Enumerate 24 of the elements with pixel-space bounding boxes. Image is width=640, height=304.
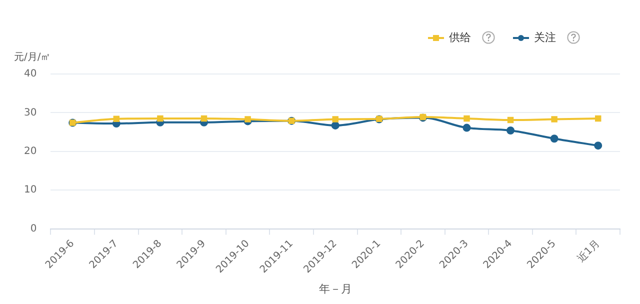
y-tick-label: 0 (30, 223, 37, 234)
point (332, 116, 338, 122)
point (550, 134, 558, 143)
point (113, 116, 120, 122)
y-tick-label: 20 (24, 146, 37, 157)
point (331, 121, 340, 130)
y-tick-label: 40 (24, 68, 37, 80)
point (594, 142, 602, 150)
point (506, 126, 515, 134)
legend-label: 供给 (449, 30, 471, 45)
legend-label: 关注 (534, 30, 556, 45)
point (551, 116, 558, 122)
point (157, 115, 164, 122)
point (462, 124, 471, 132)
y-axis-title: 元/月/㎡ (14, 51, 51, 64)
point (594, 115, 602, 122)
point (507, 116, 514, 124)
x-tick-label: 近1月 (574, 237, 602, 265)
x-axis-title: 年－月 (318, 282, 352, 296)
point (464, 115, 470, 122)
point (244, 116, 251, 122)
y-tick-label: 10 (24, 184, 37, 196)
point (200, 115, 208, 122)
y-tick-label: 30 (24, 107, 37, 118)
